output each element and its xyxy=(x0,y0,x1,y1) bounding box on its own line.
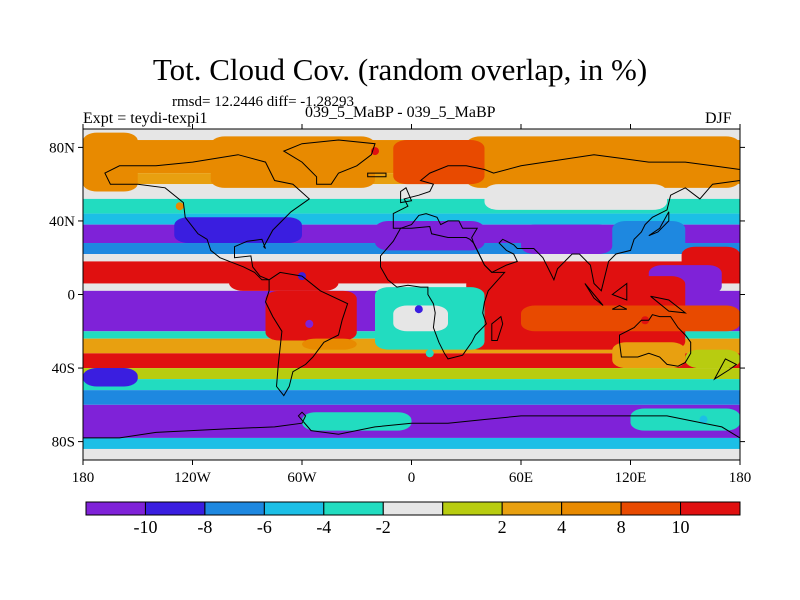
field-patch xyxy=(302,338,357,350)
colorbar-swatch xyxy=(620,501,682,516)
field-patch xyxy=(83,368,138,387)
coastline xyxy=(611,282,628,301)
colorbar-swatch xyxy=(85,501,146,516)
chart-title: Tot. Cloud Cov. (random overlap, in %) xyxy=(152,52,648,87)
field-patch xyxy=(521,224,613,255)
field-patch xyxy=(521,305,740,332)
colorbar-swatch xyxy=(501,501,563,516)
colorbar-label: 2 xyxy=(498,517,507,537)
x-tick-label: 180 xyxy=(729,470,752,486)
colorbar-swatch xyxy=(680,501,741,516)
coastline xyxy=(648,211,670,237)
coastline xyxy=(713,358,738,381)
field-patch xyxy=(375,220,485,251)
coastline xyxy=(619,314,692,367)
coastline xyxy=(282,139,376,185)
x-tick-label: 180 xyxy=(72,470,95,486)
coastline xyxy=(650,295,687,314)
colorbar-swatch xyxy=(561,501,622,516)
colorbar-swatch xyxy=(442,501,503,516)
coastline xyxy=(264,271,349,397)
colorbar-label: -10 xyxy=(133,517,157,537)
x-tick-label: 120E xyxy=(615,470,647,486)
coastline xyxy=(612,304,628,310)
experiment-label: Expt = teydi-texpi1 xyxy=(83,110,208,127)
y-tick-label: 0 xyxy=(68,288,76,304)
field-band xyxy=(83,390,740,405)
field-patch xyxy=(229,265,339,291)
field-patch xyxy=(210,136,375,188)
field-speckle xyxy=(699,415,708,424)
field-speckle xyxy=(425,349,434,358)
stats-line: rmsd= 12.2446 diff= -1.28293 xyxy=(172,94,355,110)
colorbar-swatch xyxy=(263,501,325,516)
field-patch xyxy=(393,140,485,185)
field-band xyxy=(83,368,740,380)
colorbar-swatch xyxy=(144,501,206,516)
coastline xyxy=(83,411,740,460)
y-tick-label: 80N xyxy=(49,140,75,156)
field-patch xyxy=(484,184,667,210)
field-patch xyxy=(302,412,412,431)
colorbar-label: -4 xyxy=(316,517,331,537)
field-patch xyxy=(174,217,302,244)
field-patch xyxy=(83,132,138,192)
coastline xyxy=(104,154,311,281)
field-band xyxy=(83,129,740,141)
field-speckle xyxy=(414,305,423,314)
coastline xyxy=(400,187,413,204)
coastline xyxy=(380,225,506,360)
colorbar-swatch xyxy=(204,501,265,516)
field-band xyxy=(83,448,740,460)
case-label: 039_5_MaBP - 039_5_MaBP xyxy=(305,104,496,121)
field-speckle xyxy=(305,319,314,328)
y-tick-label: 40N xyxy=(49,214,75,230)
field-band xyxy=(83,437,740,449)
season-label: DJF xyxy=(705,110,732,127)
field-band xyxy=(83,353,740,369)
colorbar-label: 8 xyxy=(617,517,626,537)
field-band xyxy=(83,254,740,262)
coastline xyxy=(491,315,504,341)
x-tick-label: 120W xyxy=(174,470,212,486)
field-patch xyxy=(612,342,686,369)
colorbar-label: -2 xyxy=(376,517,391,537)
coastline xyxy=(392,154,740,292)
x-tick-label: 0 xyxy=(408,470,416,486)
y-tick-label: 80S xyxy=(52,435,75,451)
x-tick-label: 60W xyxy=(287,470,317,486)
field-patch xyxy=(466,136,740,188)
coastline xyxy=(367,172,387,178)
colorbar-label: -6 xyxy=(257,517,272,537)
field-patch xyxy=(265,290,357,341)
coastline xyxy=(584,283,604,306)
field-band xyxy=(83,213,740,225)
x-tick-label: 60E xyxy=(509,470,533,486)
field-speckle xyxy=(175,202,184,211)
colorbar-label: 10 xyxy=(672,517,690,537)
field-patch xyxy=(685,349,740,369)
colorbar-label: -8 xyxy=(197,517,212,537)
colorbar-swatch xyxy=(323,501,384,516)
colorbar-swatch xyxy=(382,501,444,516)
colorbar-label: 4 xyxy=(557,517,566,537)
field-band xyxy=(83,379,740,391)
field-patch xyxy=(393,305,448,332)
y-tick-label: 40S xyxy=(52,361,75,377)
